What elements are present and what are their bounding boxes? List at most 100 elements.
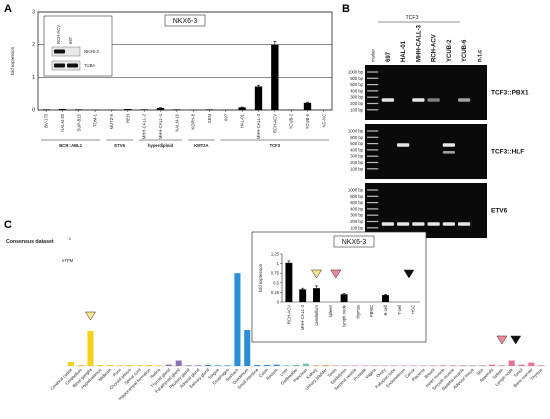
panel-a-bar [42, 109, 50, 110]
panel-b-ladder-band [367, 77, 379, 79]
panel-b-lane-label: HAL-01 [401, 40, 407, 62]
panel-a-bar [156, 108, 165, 110]
panel-c-bar [518, 364, 525, 366]
panel-c-inset-title: NKX6-3 [342, 239, 367, 246]
panel-a-inset-band-label: NKX6-3 [84, 49, 99, 54]
panel-b-ladder-label: 600 bp [350, 141, 363, 146]
panel-a-blot-strip [51, 60, 81, 71]
panel-c-bar [175, 360, 182, 366]
panel-c-bar [224, 365, 231, 366]
panel-b-ladder-label: 400 bp [350, 206, 363, 211]
panel-c-bar [205, 364, 212, 366]
panel-c-inset-ytick-label: 0 [277, 300, 280, 305]
panel-b-ladder-band [367, 189, 379, 191]
panel-c-bar [67, 361, 74, 366]
panel-c-inset-xtick-label: MHH-CALL-3 [300, 304, 305, 330]
panel-a-bar [140, 109, 148, 110]
panel-b-ladder-label: 200 bp [350, 160, 363, 165]
panel-c-bar [234, 273, 241, 366]
panel-a-chart: 0 1 2 3 fold expression NKX6-3 RCH-ACV 697 NKX6-… [10, 10, 333, 148]
panel-a-bar [303, 102, 312, 110]
panel-c-inset-bar [313, 288, 320, 302]
panel-b-ladder-band [367, 149, 379, 151]
panel-b-ladder-label: 300 bp [350, 95, 363, 100]
panel-b-lane-label: YCUB-2 [447, 39, 453, 62]
panel-b-gel [365, 65, 487, 120]
panel-a-xtick-label: TOM-1 [93, 113, 98, 127]
panel-a-title-box [164, 14, 206, 27]
panel-c-bar [420, 365, 427, 366]
panel-a-xtick-label: REH [125, 114, 130, 123]
panel-b-gel-label: TCF3::HLF [491, 149, 524, 156]
panel-c-xtick-label: Liver [279, 367, 289, 377]
panel-b-ladder-band [367, 195, 379, 197]
panel-c-bar [371, 365, 378, 366]
panel-b-ladder-label: 100 bp [350, 166, 363, 171]
panel-c-inset-xtick-label: T-cell [397, 305, 402, 315]
panel-c-inset-xtick-label: B-cell [383, 305, 388, 316]
panel-c-xtick-label: Tonsil [513, 367, 524, 378]
panel-c-xtick-label: Testis [326, 367, 337, 378]
panel-c-inset-bar [285, 262, 293, 302]
panel-a-ylabel: fold expression [10, 46, 15, 75]
panel-c-bar [440, 365, 447, 366]
panel-c-bar [498, 365, 505, 366]
panel-c-marker-triangle [85, 311, 96, 321]
panel-b-sample-band [427, 222, 440, 226]
panel-b-ladder-label: 100 bp [350, 107, 363, 112]
panel-a-group-label: BCR::ABL1 [59, 143, 82, 148]
panel-a-ytick-label: 3 [32, 10, 35, 16]
panel-b-ladder-label: 300 bp [350, 213, 363, 218]
panel-a-bar [173, 109, 181, 110]
panel-c-bar [479, 365, 486, 366]
panel-c-inset-xtick-label: RCH-ACV [286, 305, 291, 324]
panel-a-xtick-label: SEM [207, 113, 212, 123]
panel-b-ladder-band [367, 168, 379, 170]
panel-c-bar [253, 364, 261, 366]
panel-c-bar [185, 365, 192, 366]
panel-c-inset-ytick-label: 0.5 [273, 280, 279, 285]
panel-c-bar [116, 365, 123, 366]
panel-b-sample-band [381, 222, 394, 226]
panel-a-xtick-label: MHH-CALL-2 [142, 113, 147, 139]
panel-b-ladder-label: 200 bp [350, 219, 363, 224]
panel-b-header: TCF3 [406, 15, 419, 21]
panel-b-ladder-label: 1000 bp [348, 129, 364, 134]
panel-b-ladder-band [367, 90, 379, 92]
panel-c-bar [410, 365, 417, 366]
panel-c-bar [293, 364, 300, 366]
panel-c-ylabel: nTPM [62, 258, 74, 263]
panel-a-ytick-label: 2 [32, 42, 35, 48]
panel-b-ladder-label: 400 bp [350, 88, 363, 93]
panel-c-bar [391, 365, 398, 366]
panel-c-bar [469, 365, 476, 366]
panel-b-ladder-band [367, 96, 379, 98]
panel-b-ladder-band [367, 202, 379, 204]
panel-c-title: Consensus dataset [6, 239, 54, 245]
panel-c-inset-ytick-label: 0.25 [271, 290, 280, 295]
panel-c-bar [508, 360, 515, 366]
panel-c-marker-triangle [510, 335, 522, 345]
panel-c-inset-xtick-label: PBMC [369, 305, 374, 317]
panel-c-inset-marker-triangle [330, 269, 342, 279]
panel-a-group-label: ETV6 [114, 143, 125, 148]
panel-c-inset-xtick-label: HSC [411, 305, 416, 314]
panel-b-lane-label: YCUB-6 [462, 39, 468, 62]
panel-a-xtick-label: KOPN-8 [191, 113, 196, 129]
panel-a-blot-band [54, 49, 65, 54]
panel-c-bar [489, 364, 496, 366]
panel-b-sample-band [442, 151, 455, 154]
panel-letter-c: C [4, 219, 12, 231]
panel-letter-a: A [4, 3, 12, 15]
panel-b-sample-band [397, 222, 410, 226]
panel-c-bar [312, 365, 319, 366]
panel-b-ladder-band [367, 208, 379, 210]
panel-b-gel-label: TCF3::PBX1 [491, 90, 529, 97]
panel-a-xtick-label: RCH-ACV [272, 114, 277, 133]
panel-c-inset-bar [299, 289, 307, 302]
panel-b-ladder-label: 300 bp [350, 154, 363, 159]
panel-c-bar [528, 362, 535, 366]
panel-a-plot-frame [37, 11, 333, 111]
panel-c-inset-xtick-label: spleen [328, 304, 333, 317]
